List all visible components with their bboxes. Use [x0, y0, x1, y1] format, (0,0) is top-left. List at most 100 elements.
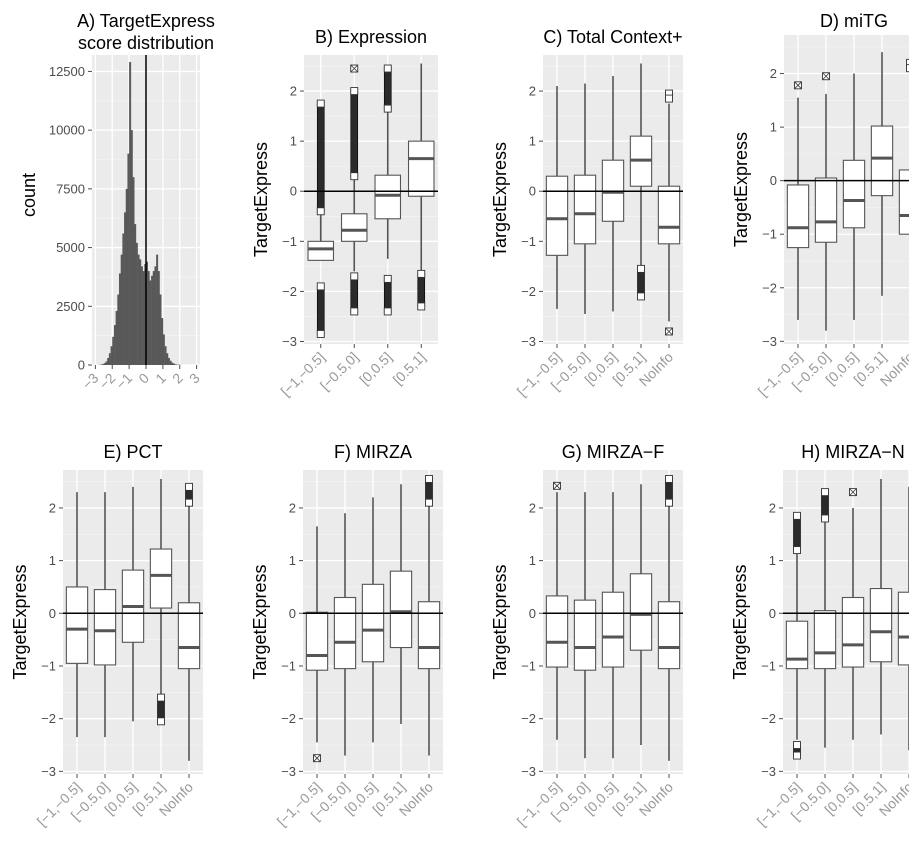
outlier-marker — [793, 511, 801, 520]
y-tick-label: −1 — [761, 658, 776, 673]
x-tick-label: 2 — [169, 370, 186, 387]
y-tick-label: 1 — [770, 120, 777, 135]
outlier-marker — [185, 498, 193, 507]
box-iqr — [305, 611, 329, 671]
histogram-bar — [171, 362, 174, 365]
y-tick-label: 5000 — [56, 240, 85, 255]
histogram-bar — [166, 353, 169, 365]
box-iqr — [870, 125, 894, 197]
y-tick-label: 2 — [529, 84, 536, 99]
y-tick-label: 1 — [289, 553, 296, 568]
y-tick-label: 2 — [770, 66, 777, 81]
panel-background — [304, 55, 438, 344]
panel-title: D) miTG — [820, 11, 888, 31]
panel-title: F) MIRZA — [334, 442, 412, 462]
y-axis-label: count — [19, 173, 39, 217]
panel-title: C) Total Context+ — [543, 27, 682, 47]
panel-title: H) MIRZA−N — [801, 442, 905, 462]
y-tick-label: −3 — [282, 334, 297, 349]
panel-title: G) MIRZA−F — [562, 442, 665, 462]
outlier-marker — [425, 498, 433, 507]
y-tick-label: −2 — [521, 711, 536, 726]
y-axis-label: TargetExpress — [730, 564, 750, 679]
panel-title: B) Expression — [315, 27, 427, 47]
box-iqr — [307, 240, 335, 261]
histogram-bar — [129, 62, 132, 365]
box-iqr — [65, 586, 89, 664]
histogram-bar — [110, 346, 113, 365]
box-iqr — [407, 140, 435, 197]
outlier-marker — [417, 302, 426, 311]
outlier-marker — [383, 104, 392, 113]
y-tick-label: 2 — [769, 500, 776, 515]
box-iqr — [361, 583, 385, 663]
box-iqr — [629, 573, 653, 651]
outlier-marker — [665, 94, 673, 103]
outlier-marker — [350, 172, 359, 181]
y-axis-label: TargetExpress — [490, 564, 510, 679]
histogram-bar — [142, 271, 145, 365]
outlier-marker — [793, 741, 801, 749]
y-tick-label: 1 — [769, 553, 776, 568]
box-iqr — [814, 177, 838, 243]
box-iqr — [149, 548, 173, 609]
y-tick-label: 0 — [289, 606, 296, 621]
outlier-marker — [383, 274, 392, 283]
y-tick-label: −2 — [282, 284, 297, 299]
box-iqr — [545, 175, 569, 256]
y-tick-label: 0 — [769, 606, 776, 621]
histogram-bar — [134, 224, 137, 365]
outlier-marker — [665, 498, 673, 507]
outlier-cross — [822, 72, 830, 81]
box-iqr — [657, 185, 681, 245]
y-tick-label: 2 — [529, 500, 536, 515]
box-iqr — [813, 610, 837, 670]
histogram-bar — [105, 361, 108, 365]
y-tick-label: −2 — [281, 711, 296, 726]
y-tick-label: −3 — [41, 764, 56, 779]
histogram-bar — [124, 212, 127, 365]
x-tick-label: −1 — [113, 370, 136, 393]
outlier-marker — [316, 282, 325, 291]
box-iqr — [657, 601, 681, 670]
histogram-bar — [147, 271, 150, 365]
outlier-cross — [849, 488, 857, 496]
panel-f: −3−2−1012[−1,−0.5][−0.5,0][0,0.5][0.5,1]… — [250, 442, 443, 829]
box-iqr — [601, 591, 625, 668]
outlier-marker — [350, 272, 359, 281]
panel-h: −3−2−1012[−1,−0.5][−0.5,0][0,0.5][0.5,1]… — [730, 442, 909, 829]
y-tick-label: 2 — [290, 84, 297, 99]
histogram-bar — [113, 325, 116, 365]
histogram-bar — [125, 188, 128, 365]
y-tick-label: 7500 — [56, 181, 85, 196]
y-tick-label: 0 — [770, 173, 777, 188]
histogram-bar — [149, 280, 152, 365]
y-tick-label: −1 — [521, 658, 536, 673]
y-tick-label: −3 — [521, 334, 536, 349]
outlier-marker — [906, 58, 909, 67]
x-tick-label: [0,0.5] — [356, 349, 395, 388]
y-tick-label: 2500 — [56, 299, 85, 314]
outlier-marker — [383, 307, 392, 316]
y-tick-label: 1 — [529, 553, 536, 568]
box-iqr — [786, 184, 810, 249]
outlier-marker — [350, 307, 359, 316]
y-axis-label: TargetExpress — [250, 564, 270, 679]
outlier-marker — [383, 64, 392, 73]
histogram-bar — [120, 254, 123, 365]
y-tick-label: −2 — [761, 711, 776, 726]
outlier-cluster — [350, 87, 359, 180]
panel-title: score distribution — [78, 33, 214, 53]
histogram-bar — [112, 336, 115, 365]
histogram-bar — [167, 357, 170, 365]
histogram-bar — [173, 363, 175, 365]
outlier-marker — [821, 488, 829, 497]
histogram-bar — [154, 266, 157, 365]
outlier-cluster — [316, 283, 325, 338]
y-tick-label: −3 — [281, 764, 296, 779]
box-iqr — [340, 213, 368, 242]
y-tick-label: −1 — [521, 234, 536, 249]
box-iqr — [785, 620, 809, 670]
box-iqr — [374, 174, 402, 220]
